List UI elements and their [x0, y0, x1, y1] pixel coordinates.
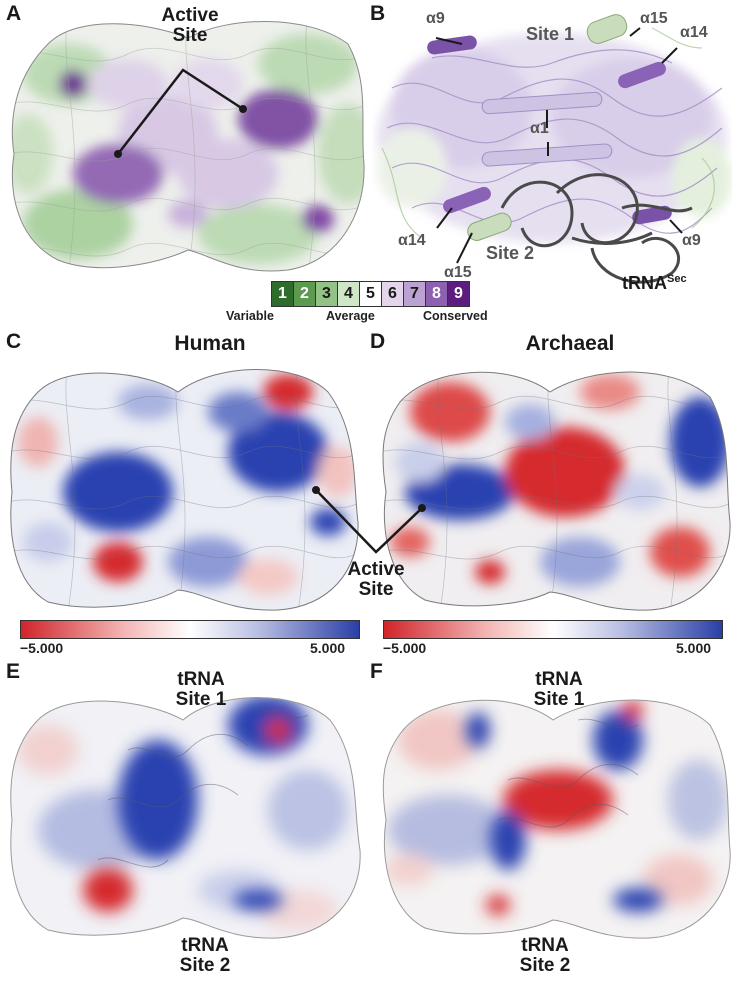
active-site-pointer-cd: [300, 480, 440, 570]
conservation-level-7: 7: [403, 281, 426, 307]
trna-sec-label: tRNASec: [622, 273, 687, 293]
site1-label-b: Site 1: [526, 24, 575, 44]
human-electrostatic-surface: [8, 362, 360, 612]
panel-label-a: A: [6, 2, 22, 25]
conservation-level-4: 4: [337, 281, 360, 307]
electrostatic-colorbar-human: [20, 620, 360, 639]
alpha1-label: α1: [530, 120, 549, 137]
panel-label-e: E: [6, 660, 21, 683]
active-site-label-cd: Active Site: [347, 559, 405, 600]
colorbar-archaeal-min: −5.000: [383, 640, 427, 656]
trna-cartoon: [500, 173, 693, 284]
human-trna-binding-surface: [8, 690, 363, 940]
alpha9-bottom-label: α9: [682, 232, 701, 249]
conservation-level-2: 2: [293, 281, 316, 307]
electrostatic-colorbar-archaeal: [383, 620, 723, 639]
scale-label-average: Average: [326, 309, 375, 323]
conservation-level-9: 9: [447, 281, 470, 307]
panel-title-archaeal: Archaeal: [525, 332, 615, 355]
conservation-scale: 1 2 3 4 5 6 7 8 9: [271, 281, 470, 307]
conservation-level-5: 5: [359, 281, 382, 307]
conservation-level-6: 6: [381, 281, 404, 307]
panel-label-d: D: [370, 330, 386, 353]
ribbon-structure-image: [372, 8, 732, 298]
alpha15-bottom-label: α15: [444, 264, 472, 281]
conservation-surface-image: [8, 14, 368, 276]
archaeal-trna-binding-surface: [378, 690, 733, 940]
active-site-pointer-lines: [117, 68, 244, 155]
alpha14-bottom-label: α14: [398, 232, 426, 249]
colorbar-human-min: −5.000: [20, 640, 64, 656]
trna-sec-base: tRNA: [622, 273, 667, 293]
colorbar-archaeal-max: 5.000: [676, 640, 712, 656]
alpha9-top-label: α9: [426, 10, 445, 27]
trna-site2-label-e: tRNA Site 2: [179, 935, 231, 976]
conservation-level-3: 3: [315, 281, 338, 307]
panel-label-c: C: [6, 330, 22, 353]
alpha14-top-label: α14: [680, 24, 708, 41]
alpha15-top-label: α15: [640, 10, 668, 27]
panel-title-human: Human: [174, 332, 246, 355]
scale-label-variable: Variable: [226, 309, 274, 323]
trna-site1-label-e: tRNA Site 1: [175, 669, 227, 710]
active-site-label-a: Active Site: [161, 5, 219, 46]
scale-label-conserved: Conserved: [423, 309, 488, 323]
conservation-level-8: 8: [425, 281, 448, 307]
conservation-level-1: 1: [271, 281, 294, 307]
panel-label-f: F: [370, 660, 383, 683]
trna-sec-superscript: Sec: [667, 273, 687, 285]
panel-label-b: B: [370, 2, 386, 25]
trna-site2-label-f: tRNA Site 2: [519, 935, 571, 976]
archaeal-electrostatic-surface: [380, 362, 732, 612]
site2-label-b: Site 2: [486, 243, 535, 263]
trna-site1-label-f: tRNA Site 1: [533, 669, 585, 710]
colorbar-human-max: 5.000: [310, 640, 346, 656]
